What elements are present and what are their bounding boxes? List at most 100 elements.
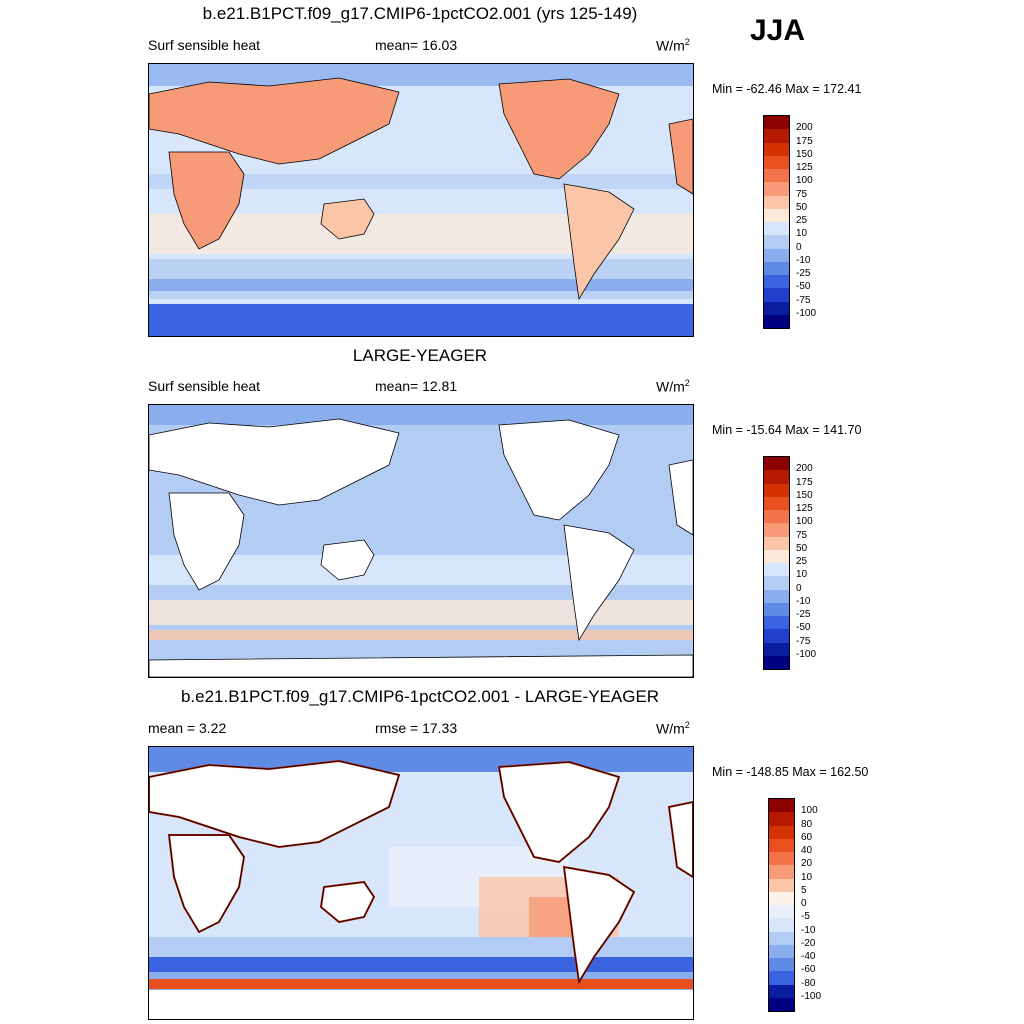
colorbar-swatch <box>764 563 789 577</box>
colorbar-level-label: 125 <box>796 162 813 173</box>
colorbar-level-label: 100 <box>796 175 813 187</box>
colorbar-swatch <box>764 288 789 302</box>
colorbar-swatch <box>764 248 789 262</box>
colorbar-level-label: 75 <box>796 529 808 541</box>
colorbar-swatch <box>764 589 789 603</box>
colorbar-level-label: -40 <box>801 951 816 962</box>
colorbar-swatch <box>764 314 789 328</box>
colorbar-level-label: 10 <box>796 569 808 581</box>
colorbar-level-label: 25 <box>796 556 808 567</box>
colorbar-level-label: -75 <box>796 635 811 647</box>
colorbar-swatch <box>764 129 789 143</box>
panel-2-variable-label: Surf sensible heat <box>148 378 261 394</box>
colorbar-level-label: 150 <box>796 148 813 160</box>
colorbar-swatch <box>764 549 789 563</box>
colorbar-level-label: 125 <box>796 503 813 514</box>
panel-1-title: b.e21.B1PCT.f09_g17.CMIP6-1pctCO2.001 (y… <box>202 4 638 23</box>
colorbar-level-label: 20 <box>801 858 813 870</box>
colorbar-level-label: 5 <box>801 884 807 896</box>
colorbar-level-label: -20 <box>801 937 816 949</box>
colorbar-swatch <box>764 169 789 183</box>
colorbar-swatch <box>764 536 789 550</box>
colorbar-swatch <box>764 235 789 249</box>
panel-3-colorbar <box>768 798 795 1012</box>
colorbar-level-label: 100 <box>796 516 813 528</box>
colorbar-level-label: 50 <box>796 201 808 213</box>
colorbar-level-label: 60 <box>801 831 813 843</box>
colorbar-level-label: 0 <box>801 898 807 909</box>
colorbar-level-label: 200 <box>796 122 813 134</box>
colorbar-level-label: -10 <box>796 254 811 266</box>
colorbar-swatch <box>769 984 794 998</box>
colorbar-swatch <box>769 878 794 892</box>
colorbar-swatch <box>769 838 794 852</box>
panel-3-rmse-label: rmse = 17.33 <box>375 720 458 736</box>
panel-2-map <box>148 404 694 678</box>
panel-3-title: b.e21.B1PCT.f09_g17.CMIP6-1pctCO2.001 - … <box>180 687 660 706</box>
colorbar-level-label: -50 <box>796 622 811 634</box>
colorbar-level-label: 0 <box>796 582 802 594</box>
panel-3-map <box>148 746 694 1020</box>
colorbar-level-label: -50 <box>796 281 811 293</box>
colorbar-swatch <box>764 655 789 669</box>
colorbar-level-label: 25 <box>796 215 808 226</box>
colorbar-level-label: -25 <box>796 609 811 620</box>
colorbar-swatch <box>764 457 789 471</box>
panel-2-colorbar <box>763 456 790 670</box>
panel-2-title: LARGE-YEAGER <box>352 346 488 365</box>
colorbar-swatch <box>764 510 789 524</box>
colorbar-swatch <box>764 182 789 196</box>
colorbar-level-label: -100 <box>801 990 822 1002</box>
panel-2-mean-label: mean= 12.81 <box>375 378 458 394</box>
colorbar-level-label: 80 <box>801 818 813 830</box>
colorbar-level-label: 100 <box>801 805 818 817</box>
colorbar-level-label: -25 <box>796 268 811 279</box>
colorbar-swatch <box>764 142 789 156</box>
colorbar-level-label: -75 <box>796 294 811 306</box>
colorbar-swatch <box>764 195 789 209</box>
colorbar-swatch <box>764 301 789 315</box>
colorbar-level-label: 75 <box>796 188 808 200</box>
panel-2-units: W/m2 <box>656 378 690 395</box>
colorbar-level-label: 0 <box>796 241 802 253</box>
panel-3-units: W/m2 <box>656 720 690 737</box>
colorbar-swatch <box>764 155 789 169</box>
colorbar-swatch <box>769 918 794 932</box>
colorbar-level-label: 50 <box>796 542 808 554</box>
panel-3-minmax: Min = -148.85 Max = 162.50 <box>712 765 869 779</box>
colorbar-level-label: -80 <box>801 977 816 989</box>
colorbar-swatch <box>764 222 789 236</box>
colorbar-swatch <box>764 275 789 289</box>
colorbar-swatch <box>769 799 794 813</box>
panel-3-mean-label: mean = 3.22 <box>148 720 227 736</box>
colorbar-swatch <box>769 958 794 972</box>
colorbar-swatch <box>764 616 789 630</box>
colorbar-swatch <box>769 997 794 1011</box>
colorbar-swatch <box>764 208 789 222</box>
colorbar-swatch <box>769 812 794 826</box>
colorbar-swatch <box>764 629 789 643</box>
colorbar-level-label: -60 <box>801 964 816 976</box>
colorbar-swatch <box>764 602 789 616</box>
colorbar-swatch <box>764 576 789 590</box>
colorbar-level-label: -10 <box>796 595 811 607</box>
colorbar-swatch <box>764 470 789 484</box>
panel-1-minmax: Min = -62.46 Max = 172.41 <box>712 82 862 96</box>
colorbar-swatch <box>769 891 794 905</box>
season-label: JJA <box>750 14 806 47</box>
colorbar-swatch <box>764 483 789 497</box>
panel-2-minmax: Min = -15.64 Max = 141.70 <box>712 423 862 437</box>
colorbar-level-label: 175 <box>796 476 813 488</box>
panel-1-units: W/m2 <box>656 37 690 54</box>
colorbar-level-label: 10 <box>796 228 808 240</box>
colorbar-level-label: 150 <box>796 489 813 501</box>
colorbar-level-label: 200 <box>796 463 813 475</box>
panel-1-mean-label: mean= 16.03 <box>375 37 458 53</box>
colorbar-level-label: -100 <box>796 307 817 319</box>
colorbar-swatch <box>764 496 789 510</box>
colorbar-swatch <box>769 944 794 958</box>
colorbar-swatch <box>764 261 789 275</box>
colorbar-swatch <box>769 825 794 839</box>
colorbar-swatch <box>764 116 789 130</box>
colorbar-swatch <box>764 642 789 656</box>
